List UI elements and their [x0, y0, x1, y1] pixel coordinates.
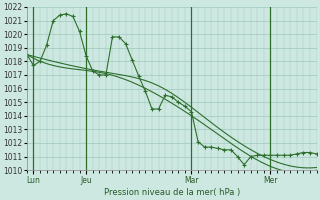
X-axis label: Pression niveau de la mer( hPa ): Pression niveau de la mer( hPa )	[104, 188, 240, 197]
